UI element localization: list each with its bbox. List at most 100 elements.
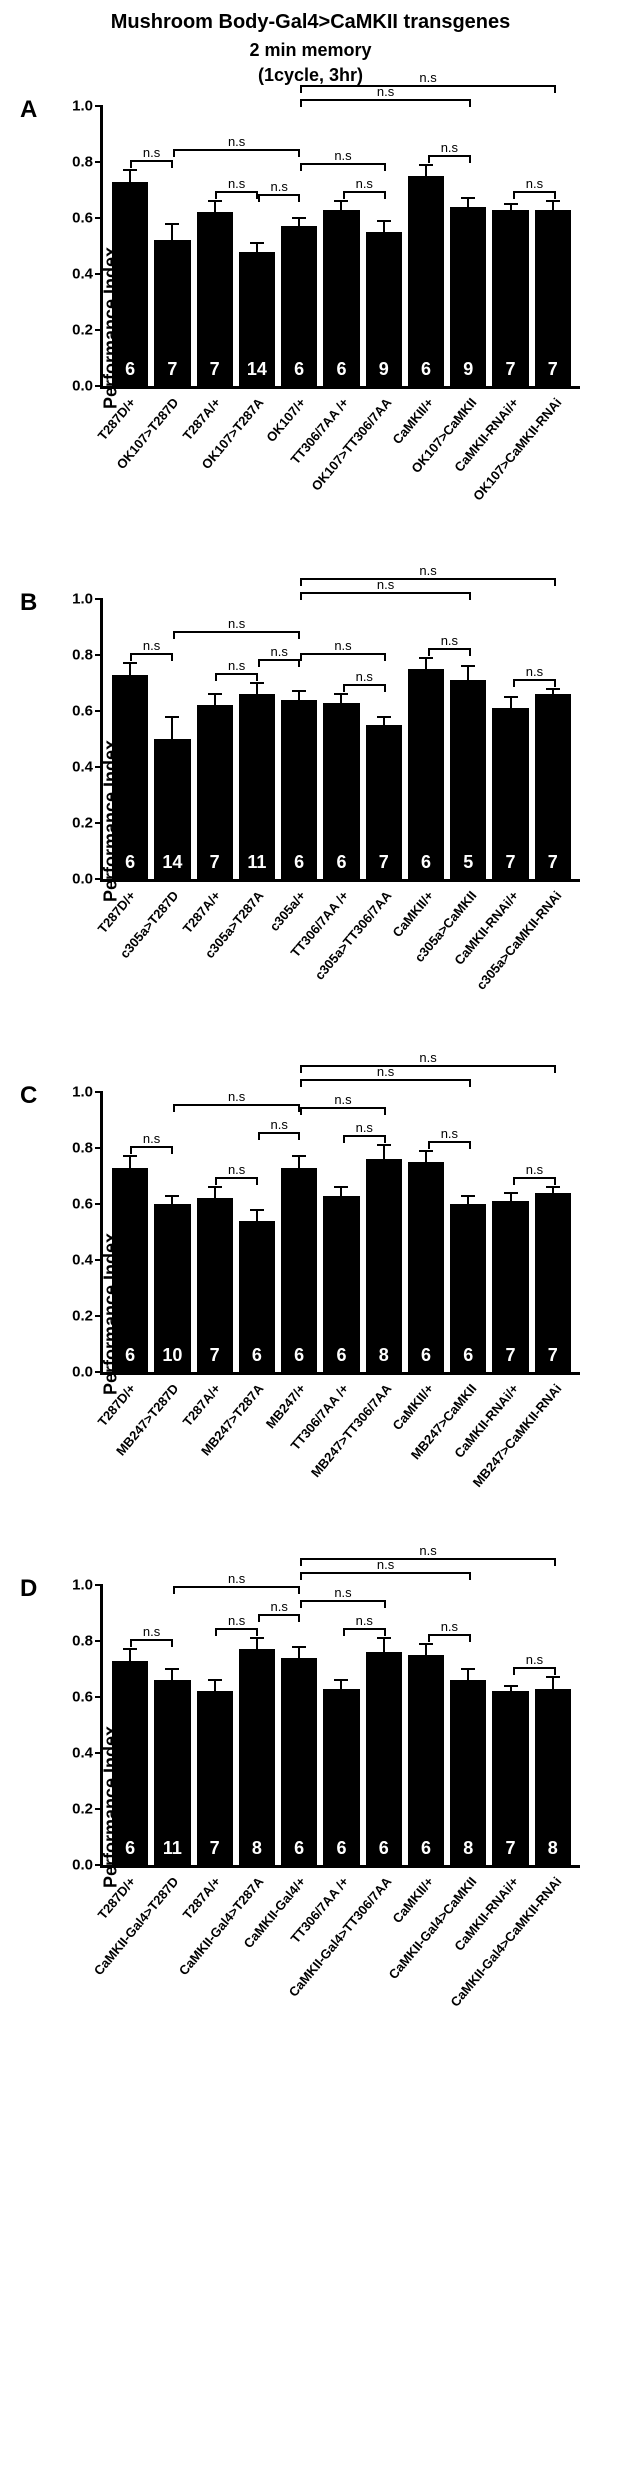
y-tick bbox=[95, 1203, 103, 1205]
error-bar bbox=[383, 1638, 385, 1652]
y-tick-label: 0.8 bbox=[58, 1633, 93, 1650]
y-tick bbox=[95, 1808, 103, 1810]
bar: 6 bbox=[112, 182, 148, 386]
bar: 6 bbox=[408, 669, 444, 879]
error-cap bbox=[504, 203, 518, 205]
n-label: 8 bbox=[548, 1838, 558, 1859]
error-cap bbox=[250, 1637, 264, 1639]
bar-slot: 6 bbox=[112, 675, 148, 879]
bar-slot: 7 bbox=[492, 1691, 528, 1865]
x-label-text: T287D/+ bbox=[95, 888, 139, 936]
bar: 14 bbox=[154, 739, 190, 879]
n-label: 6 bbox=[336, 852, 346, 873]
sig-label: n.s bbox=[419, 1543, 436, 1558]
y-tick-label: 0.6 bbox=[58, 210, 93, 227]
bar-slot: 7 bbox=[197, 212, 233, 386]
n-label: 7 bbox=[548, 1345, 558, 1366]
bar: 9 bbox=[450, 207, 486, 386]
bar: 7 bbox=[197, 705, 233, 879]
x-label: OK107>TT306/7AA bbox=[364, 389, 401, 549]
bar-slot: 6 bbox=[281, 1168, 317, 1372]
bar-slot: 7 bbox=[366, 725, 402, 879]
error-cap bbox=[546, 688, 560, 690]
n-label: 7 bbox=[506, 852, 516, 873]
error-bar bbox=[340, 201, 342, 209]
n-label: 6 bbox=[421, 852, 431, 873]
error-bar bbox=[298, 1647, 300, 1658]
bars-row: 677146696977 bbox=[103, 106, 580, 386]
n-label: 9 bbox=[463, 359, 473, 380]
bar: 14 bbox=[239, 252, 275, 386]
x-label: MB247/+ bbox=[279, 1375, 316, 1535]
error-bar bbox=[467, 1196, 469, 1204]
bar-slot: 11 bbox=[154, 1680, 190, 1865]
error-bar bbox=[214, 201, 216, 212]
error-cap bbox=[377, 716, 391, 718]
bar: 6 bbox=[281, 226, 317, 386]
n-label: 6 bbox=[294, 1838, 304, 1859]
y-tick bbox=[95, 1696, 103, 1698]
error-cap bbox=[419, 164, 433, 166]
y-tick-label: 0.8 bbox=[58, 647, 93, 664]
bar: 8 bbox=[239, 1649, 275, 1865]
error-bar bbox=[510, 697, 512, 708]
error-cap bbox=[165, 1668, 179, 1670]
x-label: MB247>CaMKII-RNAi bbox=[534, 1375, 571, 1535]
error-cap bbox=[208, 200, 222, 202]
sig-label: n.s bbox=[377, 1557, 394, 1572]
error-cap bbox=[377, 1637, 391, 1639]
y-tick bbox=[95, 217, 103, 219]
error-cap bbox=[250, 242, 264, 244]
n-label: 6 bbox=[463, 1345, 473, 1366]
bar: 7 bbox=[535, 210, 571, 386]
figure-title: Mushroom Body-Gal4>CaMKII transgenes bbox=[10, 10, 611, 34]
error-cap bbox=[377, 1144, 391, 1146]
panel-letter: A bbox=[20, 96, 37, 124]
bar-slot: 9 bbox=[366, 232, 402, 386]
bar: 7 bbox=[535, 694, 571, 879]
bar: 7 bbox=[197, 1691, 233, 1865]
error-bar bbox=[552, 201, 554, 209]
figure: Mushroom Body-Gal4>CaMKII transgenes 2 m… bbox=[10, 10, 611, 2028]
x-label: c305a>T287D bbox=[152, 882, 189, 1042]
bar: 7 bbox=[197, 212, 233, 386]
bar: 5 bbox=[450, 680, 486, 879]
y-tick-label: 1.0 bbox=[58, 1577, 93, 1594]
x-label: MB247>T287D bbox=[152, 1375, 189, 1535]
y-tick bbox=[95, 878, 103, 880]
n-label: 6 bbox=[336, 1838, 346, 1859]
bar-slot: 6 bbox=[281, 700, 317, 879]
x-label: CaMKII-Gal4/+ bbox=[279, 1868, 316, 2028]
bar: 6 bbox=[323, 703, 359, 879]
x-label: c305a/+ bbox=[279, 882, 316, 1042]
bar: 6 bbox=[323, 210, 359, 386]
y-tick-label: 1.0 bbox=[58, 591, 93, 608]
error-bar bbox=[298, 218, 300, 226]
bar: 6 bbox=[281, 1168, 317, 1372]
bar-slot: 5 bbox=[450, 680, 486, 879]
error-bar bbox=[256, 243, 258, 251]
error-cap bbox=[123, 662, 137, 664]
chart-wrap: Performance Index0.00.20.40.60.81.061471… bbox=[100, 599, 580, 1042]
bar-slot: 6 bbox=[112, 1168, 148, 1372]
bar-slot: 6 bbox=[408, 1655, 444, 1865]
error-bar bbox=[214, 1187, 216, 1198]
n-label: 8 bbox=[379, 1345, 389, 1366]
panel-letter: D bbox=[20, 1575, 37, 1603]
bar-slot: 7 bbox=[197, 1691, 233, 1865]
x-labels: T287D/+MB247>T287DT287A/+MB247>T287AMB24… bbox=[100, 1375, 580, 1535]
n-label: 6 bbox=[252, 1345, 262, 1366]
error-bar bbox=[510, 1193, 512, 1201]
plot-area: 0.00.20.40.60.81.0610766686677n.sn.sn.sn… bbox=[100, 1092, 580, 1375]
y-tick bbox=[95, 105, 103, 107]
plot-area: 0.00.20.40.60.81.0611786666878n.sn.sn.sn… bbox=[100, 1585, 580, 1868]
n-label: 7 bbox=[210, 852, 220, 873]
bars-row: 610766686677 bbox=[103, 1092, 580, 1372]
error-cap bbox=[504, 696, 518, 698]
n-label: 7 bbox=[167, 359, 177, 380]
figure-subtitle-2: (1cycle, 3hr) bbox=[10, 65, 611, 86]
error-bar bbox=[171, 1196, 173, 1204]
bar-slot: 7 bbox=[492, 1201, 528, 1372]
y-tick-label: 0.2 bbox=[58, 1801, 93, 1818]
x-label: OK107>T287D bbox=[152, 389, 189, 549]
